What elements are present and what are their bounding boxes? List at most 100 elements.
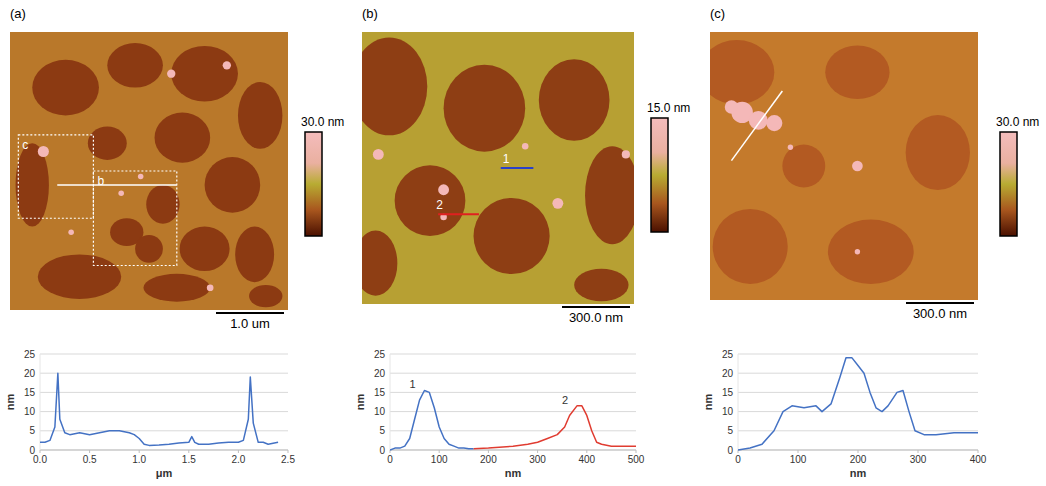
- y-axis-title: nm: [354, 394, 366, 411]
- y-tick-label: 25: [374, 349, 386, 360]
- afm-image: [710, 32, 978, 300]
- profile-line: [731, 91, 782, 161]
- x-tick: [188, 450, 189, 453]
- hole: [362, 231, 397, 296]
- x-tick-label: 400: [578, 454, 595, 465]
- hole: [713, 209, 788, 284]
- hole: [88, 127, 127, 160]
- y-axis-line: [40, 354, 41, 450]
- afm-image: [10, 32, 288, 310]
- grid-line: [390, 354, 636, 355]
- y-tick-label: 15: [722, 387, 734, 398]
- y-tick-label: 20: [374, 368, 386, 379]
- hole: [32, 60, 99, 116]
- x-tick-label: 1.0: [132, 454, 146, 465]
- y-tick-label: 25: [722, 349, 734, 360]
- zoom-label: b: [97, 174, 104, 188]
- hole: [171, 46, 238, 102]
- plot-area: [390, 390, 636, 450]
- colorbar: [1000, 132, 1017, 236]
- hole: [474, 198, 550, 274]
- x-tick-label: 0.0: [33, 454, 47, 465]
- scale-bar: [216, 312, 284, 314]
- hole: [143, 274, 210, 302]
- scale-bar: [562, 306, 630, 308]
- x-tick-label: 1.5: [182, 454, 196, 465]
- profile-line: [501, 167, 534, 169]
- particle: [118, 190, 124, 196]
- x-tick: [798, 450, 799, 453]
- hole: [16, 143, 49, 226]
- series-label: 1: [409, 378, 415, 390]
- particle: [38, 146, 49, 157]
- y-axis-line: [738, 354, 739, 450]
- hole: [444, 65, 526, 152]
- y-tick-label: 20: [24, 368, 36, 379]
- profile-label: 2: [436, 198, 443, 212]
- hole: [146, 185, 179, 224]
- plot-area: [738, 358, 978, 450]
- zoom-box: [93, 171, 176, 266]
- x-tick: [978, 450, 979, 453]
- hole: [155, 113, 211, 163]
- series-label: 2: [562, 394, 568, 406]
- x-tick-label: 500: [628, 454, 645, 465]
- grid-line: [40, 373, 288, 374]
- x-tick: [288, 450, 289, 453]
- grid-line: [390, 411, 636, 412]
- panel-letter: (c): [710, 6, 725, 21]
- figure: cb(a)30.0 nm1.0 um12(b)15.0 nm300.0 nm(c…: [0, 0, 1046, 486]
- y-tick-label: 5: [379, 425, 385, 436]
- particle: [223, 61, 231, 69]
- y-tick-label: 10: [722, 406, 734, 417]
- y-tick-label: 10: [24, 406, 36, 417]
- grid-line: [40, 450, 288, 451]
- hole: [574, 269, 628, 302]
- profile-series: [40, 373, 278, 445]
- scale-bar: [906, 302, 974, 304]
- y-tick-label: 0: [379, 445, 385, 456]
- x-axis-line: [390, 450, 636, 451]
- x-tick-label: 2.0: [231, 454, 245, 465]
- x-tick-label: 0: [387, 454, 393, 465]
- panel-letter: (b): [362, 6, 378, 21]
- grid-line: [390, 373, 636, 374]
- hole: [107, 43, 163, 87]
- y-tick-label: 15: [24, 387, 36, 398]
- x-tick-label: 300: [529, 454, 546, 465]
- grid-line: [738, 354, 978, 355]
- grid-line: [40, 430, 288, 431]
- y-axis-title: nm: [702, 394, 714, 411]
- hole: [135, 235, 163, 263]
- x-axis-title: nm: [850, 467, 867, 479]
- afm-image: [362, 32, 634, 304]
- grid-line: [390, 430, 636, 431]
- x-tick-label: 2.5: [281, 454, 295, 465]
- hole: [585, 146, 634, 244]
- particle: [622, 150, 630, 158]
- x-axis-title: nm: [505, 467, 522, 479]
- hole: [539, 59, 610, 141]
- colorbar-label: 30.0 nm: [996, 115, 1039, 129]
- hole: [235, 227, 274, 283]
- particle: [207, 284, 214, 291]
- x-tick: [40, 450, 41, 453]
- scale-bar-label: 300.0 nm: [913, 306, 967, 321]
- x-tick: [89, 450, 90, 453]
- x-tick-label: 200: [850, 454, 867, 465]
- particle: [522, 143, 529, 150]
- x-tick: [636, 450, 637, 453]
- plot-area: [40, 373, 278, 445]
- zoom-label: c: [22, 138, 28, 152]
- hole: [38, 254, 121, 298]
- colorbar: [651, 118, 668, 232]
- particle: [766, 115, 782, 131]
- panel-letter: (a): [10, 6, 26, 21]
- hole: [906, 115, 970, 190]
- y-tick-label: 5: [727, 425, 733, 436]
- hole: [395, 165, 466, 236]
- x-tick-label: 0: [735, 454, 741, 465]
- y-axis-title: nm: [4, 394, 16, 411]
- hole: [825, 45, 889, 99]
- profile-series: [474, 406, 636, 449]
